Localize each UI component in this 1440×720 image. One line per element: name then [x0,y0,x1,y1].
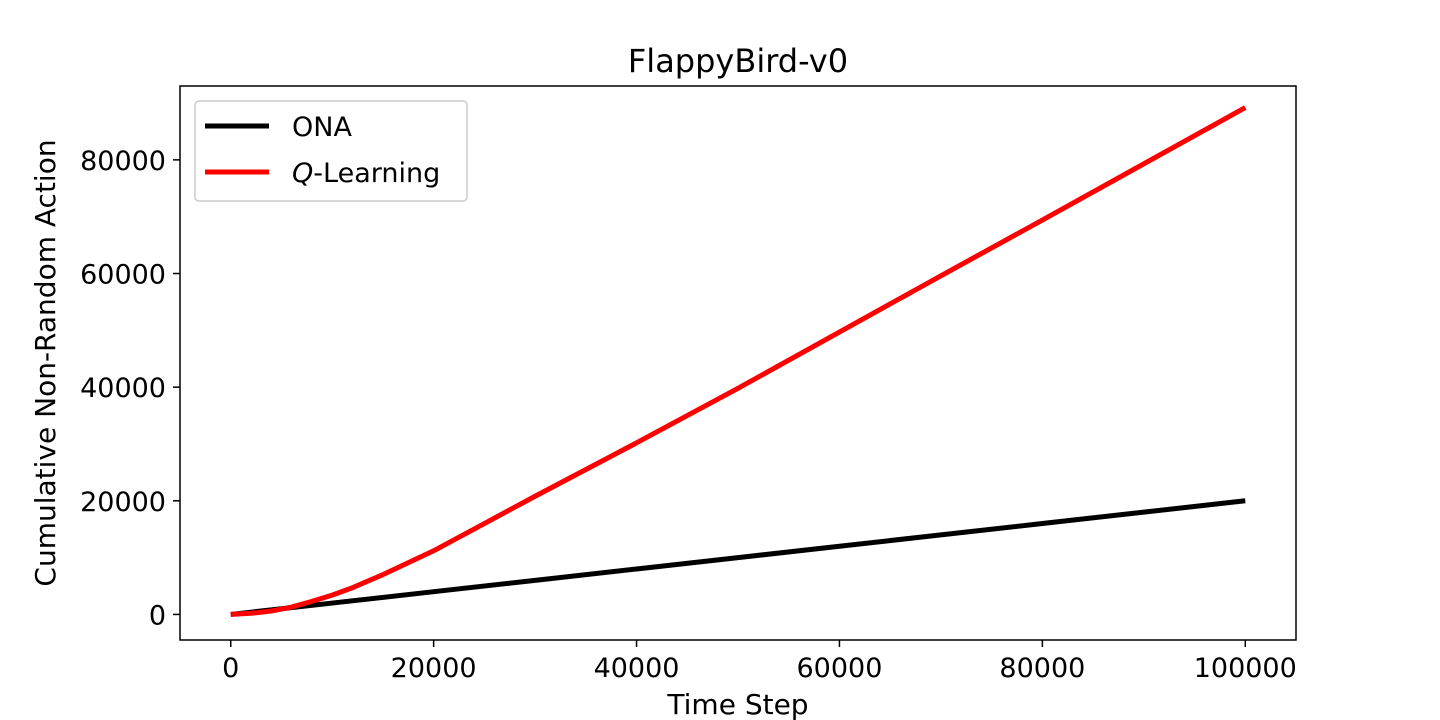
x-tick-label: 0 [222,653,239,684]
legend-label-1: Q-Learning [292,158,440,189]
x-axis: 0 20000 40000 60000 80000 100000 [222,640,1297,684]
y-tick-label: 80000 [80,146,166,177]
x-tick-label: 100000 [1194,653,1297,684]
legend: ONA Q-Learning [194,100,468,202]
series-line-0 [230,498,1246,617]
chart-title: FlappyBird-v0 [628,42,848,80]
x-tick-label: 60000 [797,653,883,684]
plot-area [179,85,1297,641]
y-axis-label: Cumulative Non-Random Action [29,139,62,586]
x-tick-label: 40000 [594,653,680,684]
x-tick-label: 20000 [391,653,477,684]
y-tick-label: 40000 [80,373,166,404]
series-line-1 [230,105,1247,617]
x-tick-label: 80000 [999,653,1085,684]
x-axis-label: Time Step [666,688,808,720]
y-tick-label: 0 [149,600,166,631]
plot-frame [179,85,1297,641]
y-axis: 0 20000 40000 60000 80000 [80,146,180,631]
legend-label-0: ONA [292,112,352,143]
y-tick-label: 60000 [80,260,166,291]
y-tick-label: 20000 [80,487,166,518]
